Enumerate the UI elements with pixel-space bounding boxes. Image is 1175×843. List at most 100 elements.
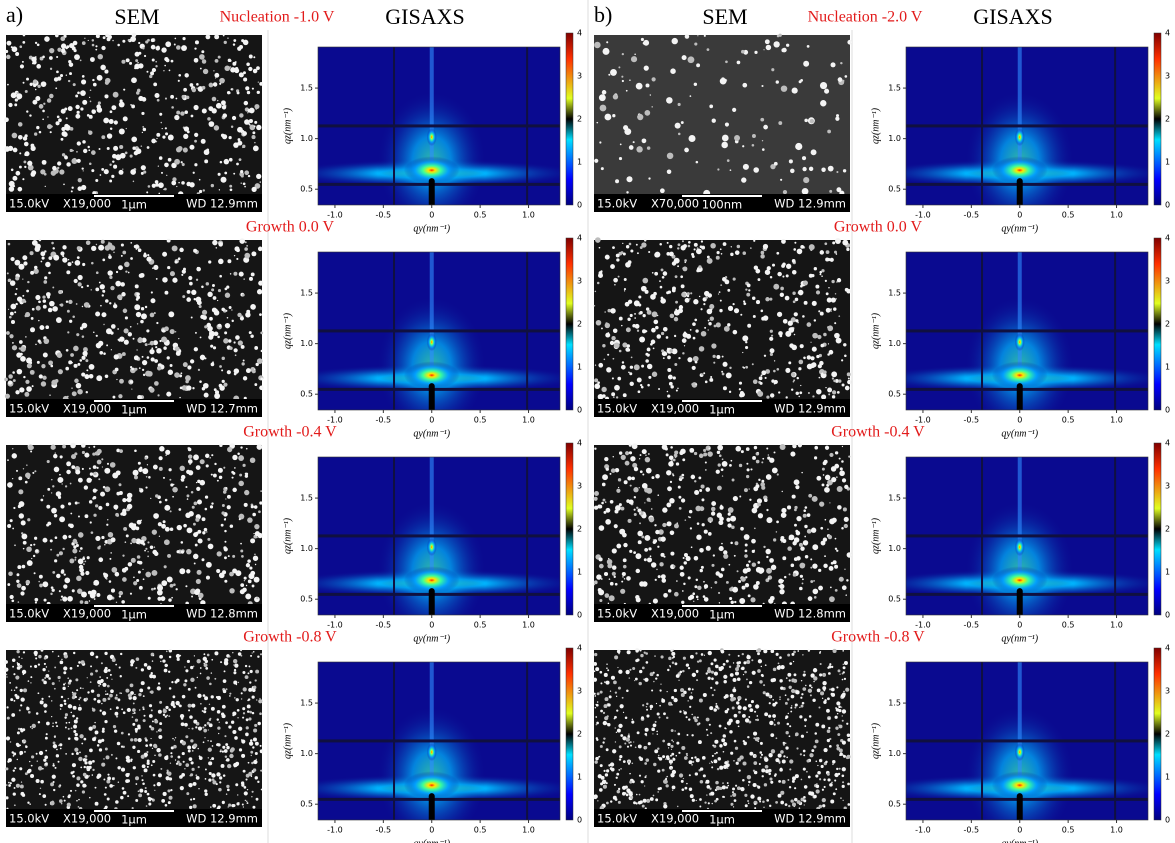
sem-wd: WD 12.7mm: [186, 402, 258, 416]
particle: [796, 480, 798, 482]
particle: [101, 46, 105, 50]
particle: [96, 34, 100, 38]
particle: [16, 650, 19, 653]
sem-image: [594, 237, 852, 417]
particle: [753, 584, 759, 590]
particle: [629, 243, 632, 246]
particle: [757, 652, 760, 655]
particle: [106, 677, 108, 679]
particle: [60, 455, 63, 458]
particle: [844, 661, 848, 665]
particle: [818, 364, 822, 368]
particle: [645, 758, 649, 762]
particle: [829, 738, 831, 740]
particle: [791, 695, 795, 699]
particle: [250, 571, 255, 576]
particle: [746, 447, 750, 451]
particle: [105, 787, 107, 789]
particle: [98, 245, 104, 251]
particle: [135, 59, 138, 62]
particle: [728, 507, 734, 513]
particle: [827, 697, 830, 700]
particle: [798, 443, 802, 447]
particle: [93, 514, 96, 517]
particle: [229, 656, 231, 658]
y-tick-label: 1.0: [300, 339, 313, 348]
particle: [250, 538, 255, 543]
particle: [124, 340, 129, 345]
particle: [43, 103, 45, 105]
particle: [34, 132, 37, 135]
particle: [75, 733, 78, 736]
particle: [123, 791, 127, 795]
particle: [661, 574, 666, 579]
particle: [737, 245, 740, 248]
particle: [794, 707, 796, 709]
particle: [141, 307, 144, 310]
particle: [708, 802, 710, 804]
colorbar-tick-label: 1: [1165, 363, 1170, 372]
particle: [223, 774, 226, 777]
particle: [97, 744, 100, 747]
particle: [137, 555, 141, 559]
colorbar-tick-label: 3: [577, 72, 582, 81]
particle: [92, 760, 95, 763]
particle: [605, 333, 610, 338]
particle: [827, 130, 831, 134]
particle: [40, 700, 44, 704]
particle: [126, 58, 130, 62]
particle: [66, 301, 68, 303]
particle: [600, 105, 607, 112]
particle: [70, 790, 72, 792]
particle: [196, 776, 200, 780]
particle: [194, 590, 200, 596]
particle: [647, 364, 652, 369]
particle: [634, 313, 636, 315]
particle: [220, 750, 222, 752]
particle: [845, 386, 850, 391]
particle: [234, 368, 239, 373]
particle: [798, 290, 804, 296]
particle: [712, 755, 714, 757]
particle: [719, 602, 720, 603]
particle: [785, 694, 787, 696]
particle: [62, 445, 66, 449]
particle: [85, 758, 87, 760]
particle: [106, 755, 110, 759]
particle: [699, 699, 703, 703]
particle: [134, 475, 138, 479]
particle: [732, 787, 735, 790]
particle: [800, 346, 802, 348]
particle: [777, 722, 780, 725]
particle: [254, 554, 255, 555]
particle: [193, 798, 195, 800]
particle: [594, 383, 600, 389]
particle: [647, 384, 650, 387]
particle: [674, 689, 677, 692]
particle: [12, 176, 17, 181]
particle: [622, 576, 624, 578]
particle: [107, 463, 109, 465]
particle: [159, 340, 161, 342]
particle: [684, 148, 689, 153]
particle: [31, 765, 33, 767]
y-tick-label: 0.5: [300, 595, 313, 604]
particle: [238, 682, 239, 683]
particle: [824, 487, 830, 493]
particle: [76, 776, 80, 780]
particle: [835, 726, 838, 729]
particle: [123, 89, 125, 91]
particle: [678, 752, 680, 754]
particle: [733, 278, 736, 281]
particle: [30, 327, 35, 332]
particle: [595, 707, 596, 708]
particle: [238, 455, 244, 461]
particle: [14, 700, 16, 702]
sem-wd: WD 12.8mm: [186, 607, 258, 621]
streak: [430, 47, 434, 173]
particle: [691, 764, 692, 765]
particle: [70, 353, 74, 357]
particle: [138, 693, 141, 696]
particle: [701, 485, 705, 489]
particle: [123, 116, 128, 121]
